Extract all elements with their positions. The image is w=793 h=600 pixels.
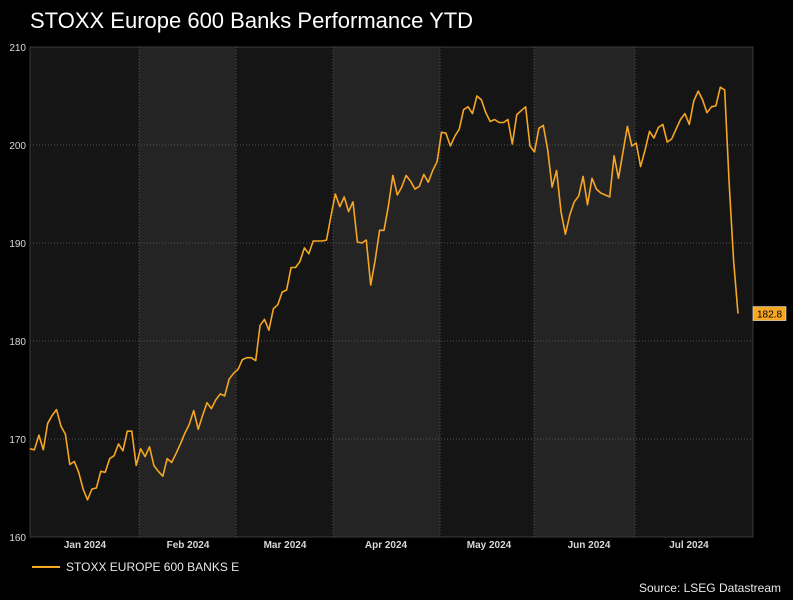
x-tick-label: Mar 2024 — [264, 540, 307, 551]
legend-label: STOXX EUROPE 600 BANKS E — [66, 560, 240, 574]
y-tick-label: 190 — [9, 239, 26, 250]
last-value-badge — [752, 306, 787, 321]
x-tick-label: Jun 2024 — [568, 540, 611, 551]
last-value-label: 182.8 — [757, 310, 782, 321]
x-tick-label: May 2024 — [467, 540, 512, 551]
y-tick-label: 180 — [9, 337, 26, 348]
y-tick-label: 160 — [9, 533, 26, 544]
series-line — [29, 86, 739, 501]
x-tick-label: Feb 2024 — [167, 540, 210, 551]
chart-area: 160 170 180 190 200 210 Jan 2024 Feb 2024 Mar 20… — [9, 43, 787, 551]
x-tick-label: Apr 2024 — [365, 540, 408, 551]
legend: STOXX EUROPE 600 BANKS E — [32, 560, 239, 574]
month-band — [139, 47, 236, 537]
legend-swatch — [32, 566, 60, 568]
y-tick-label: 200 — [9, 141, 26, 152]
chart-title: STOXX Europe 600 Banks Performance YTD — [30, 8, 474, 33]
month-band — [333, 47, 440, 537]
y-tick-label: 210 — [9, 43, 26, 54]
source-note: Source: LSEG Datastream — [638, 581, 781, 595]
x-tick-label: Jan 2024 — [64, 540, 107, 551]
x-tick-label: Jul 2024 — [669, 540, 709, 551]
plot-border — [29, 46, 754, 538]
month-band — [534, 47, 635, 537]
y-tick-label: 170 — [9, 435, 26, 446]
